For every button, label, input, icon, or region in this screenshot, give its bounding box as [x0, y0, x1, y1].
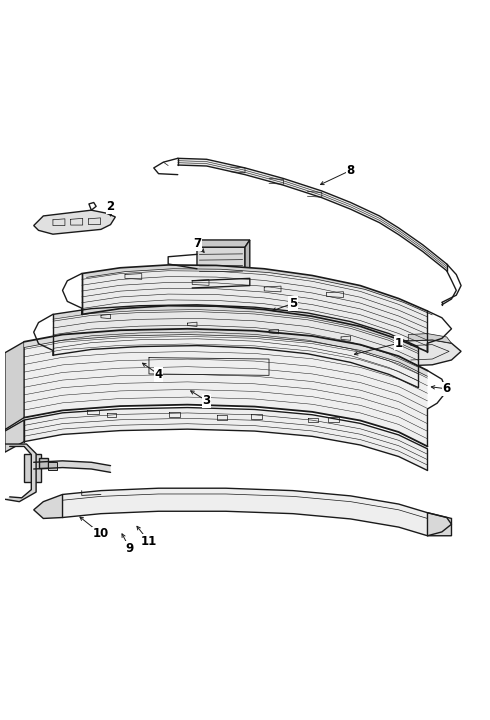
Polygon shape: [197, 240, 250, 247]
Polygon shape: [82, 265, 432, 315]
Polygon shape: [34, 210, 115, 234]
Text: 5: 5: [289, 297, 297, 310]
Bar: [48, 462, 57, 470]
Polygon shape: [178, 158, 447, 271]
Polygon shape: [82, 265, 427, 352]
Polygon shape: [24, 454, 41, 482]
Polygon shape: [245, 240, 250, 279]
Polygon shape: [53, 305, 418, 351]
Text: 6: 6: [442, 382, 451, 395]
Polygon shape: [24, 329, 427, 446]
Polygon shape: [408, 333, 451, 343]
Text: 11: 11: [141, 535, 157, 548]
Polygon shape: [197, 247, 245, 281]
Polygon shape: [427, 513, 451, 536]
Text: 7: 7: [193, 238, 201, 251]
Polygon shape: [24, 329, 427, 377]
Polygon shape: [5, 444, 36, 502]
Polygon shape: [63, 488, 427, 536]
Polygon shape: [34, 461, 111, 472]
Text: 4: 4: [154, 368, 163, 381]
Text: 1: 1: [394, 337, 403, 350]
Polygon shape: [192, 279, 250, 288]
Polygon shape: [24, 408, 427, 470]
Polygon shape: [53, 305, 418, 387]
Polygon shape: [5, 420, 24, 452]
Polygon shape: [399, 340, 461, 366]
Text: 9: 9: [125, 541, 134, 554]
Polygon shape: [34, 495, 63, 518]
Text: 2: 2: [106, 200, 115, 213]
Text: 3: 3: [202, 395, 211, 408]
Bar: [40, 459, 48, 468]
Text: 10: 10: [93, 527, 109, 540]
Text: 8: 8: [346, 164, 355, 177]
Polygon shape: [5, 342, 24, 430]
